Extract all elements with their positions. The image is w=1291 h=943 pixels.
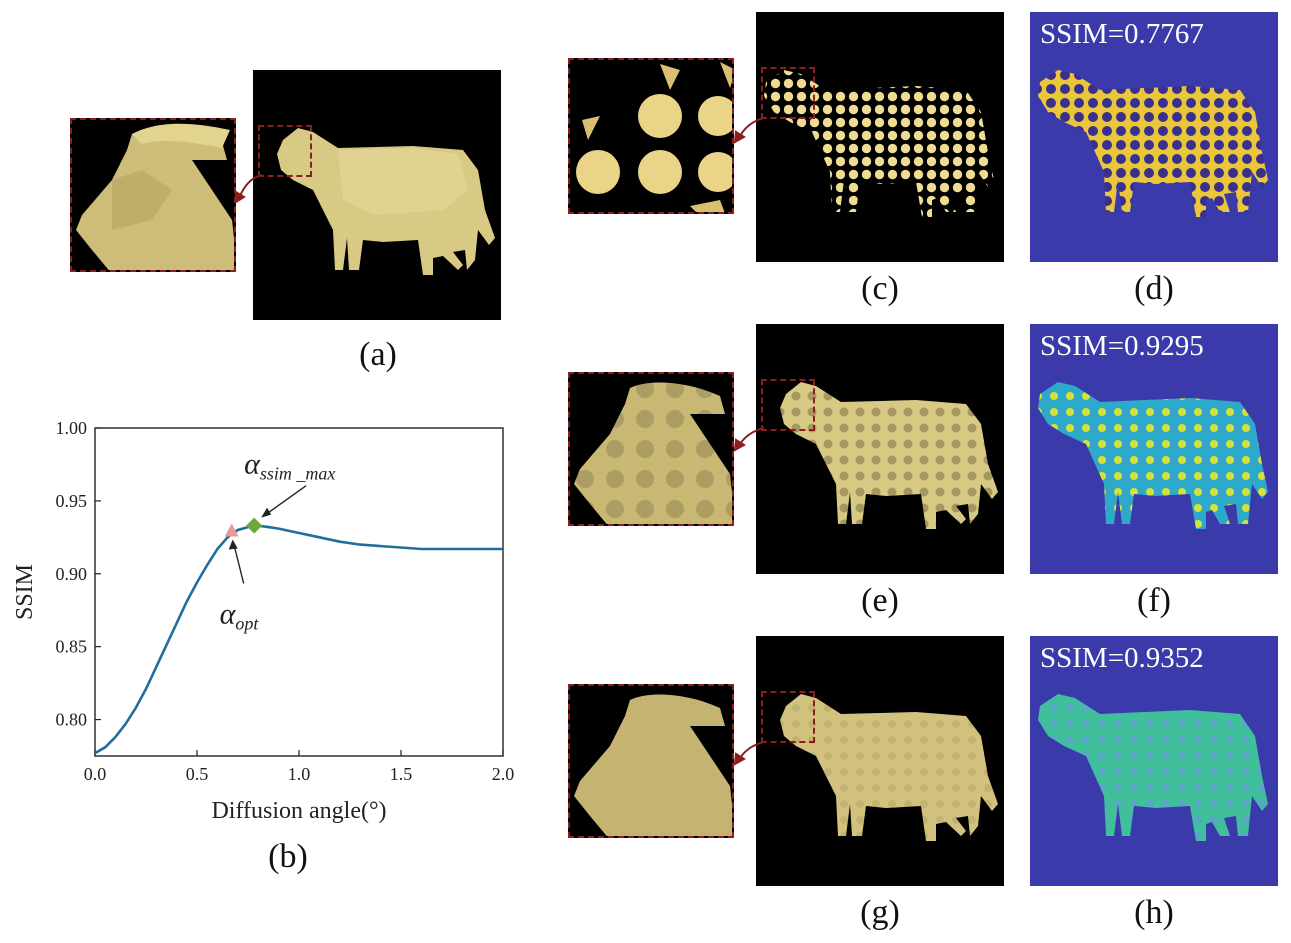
x-tick-label: 2.0 <box>492 764 515 784</box>
caption-f: (f) <box>1137 582 1171 619</box>
y-tick-label: 0.80 <box>56 710 88 730</box>
highlight-box-e <box>761 379 815 431</box>
x-tick-label: 0.0 <box>84 764 107 784</box>
cow-head-grid-closeup-image <box>570 374 732 524</box>
zoom-inset-a <box>70 118 236 272</box>
cow-hole-pattern-image <box>756 12 1004 262</box>
caption-e: (e) <box>861 582 899 619</box>
caption-c: (c) <box>861 270 899 307</box>
arrow-ssim-max <box>263 485 307 517</box>
y-tick-label: 0.90 <box>56 564 88 584</box>
zoom-inset-e <box>568 372 734 526</box>
cow-head-smooth-closeup-image <box>570 686 732 836</box>
highlight-box-g <box>761 691 815 743</box>
ssim-value-f: SSIM=0.9295 <box>1040 330 1204 362</box>
y-tick-label: 0.95 <box>56 491 88 511</box>
cow-diffused-grid-image <box>756 324 1004 574</box>
y-axis-label: SSIM <box>12 564 38 620</box>
ssim-map-d: SSIM=0.7767 <box>1030 12 1278 262</box>
ssim-value-h: SSIM=0.9352 <box>1040 642 1204 674</box>
highlight-box-a <box>258 125 312 177</box>
y-tick-label: 0.85 <box>56 637 88 657</box>
cow-head-closeup-image <box>72 120 234 270</box>
caption-d: (d) <box>1134 270 1174 307</box>
zoom-inset-c <box>568 58 734 214</box>
zoom-inset-g <box>568 684 734 838</box>
label-opt: αopt <box>220 598 260 634</box>
holes-closeup-image <box>570 60 732 212</box>
label-ssim-max: αssim _max <box>244 448 335 484</box>
x-tick-label: 1.0 <box>288 764 311 784</box>
arrow-head-opt <box>228 539 238 550</box>
x-axis-label: Diffusion angle(°) <box>211 798 386 824</box>
ssim-map-f: SSIM=0.9295 <box>1030 324 1278 574</box>
caption-g: (g) <box>860 894 900 931</box>
cow-optimal-diffused-image <box>756 636 1004 886</box>
ssim-curve <box>94 524 503 755</box>
cow-3d-model-image <box>253 70 501 320</box>
x-tick-label: 0.5 <box>186 764 209 784</box>
caption-h: (h) <box>1134 894 1174 931</box>
caption-a: (a) <box>359 336 397 373</box>
highlight-box-c <box>761 67 815 119</box>
ssim-map-h: SSIM=0.9352 <box>1030 636 1278 886</box>
ssim-chart-svg: 0.0 0.5 1.0 1.5 2.0 0.80 0.85 0.90 0.95 1.00 Diffu… <box>12 418 515 824</box>
y-tick-label: 1.00 <box>56 418 88 438</box>
arrow-opt <box>233 543 245 584</box>
ssim-chart: 0.0 0.5 1.0 1.5 2.0 0.80 0.85 0.90 0.95 1.00 Diffu… <box>0 400 540 870</box>
caption-b: (b) <box>268 838 308 875</box>
ssim-value-d: SSIM=0.7767 <box>1040 18 1204 50</box>
marker-opt <box>224 523 239 537</box>
marker-ssim-max <box>246 517 263 534</box>
x-tick-label: 1.5 <box>390 764 413 784</box>
arrow-head-ssim-max <box>261 507 272 518</box>
